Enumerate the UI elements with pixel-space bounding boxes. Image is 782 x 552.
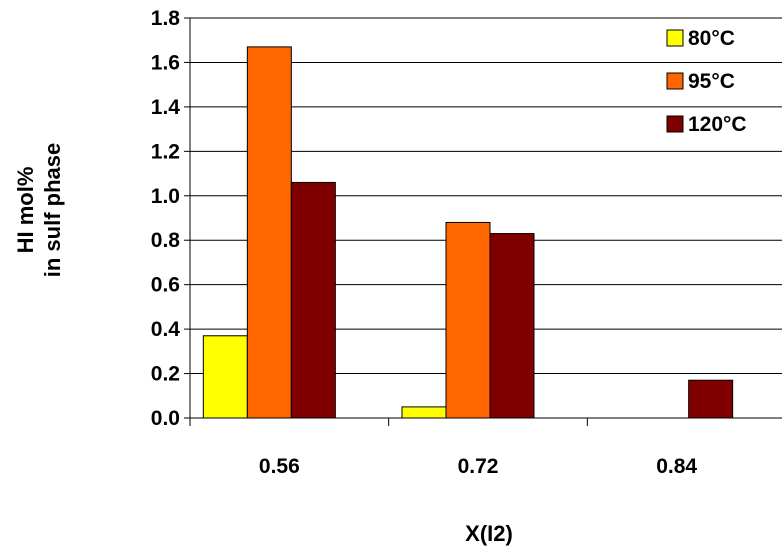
y-tick-label: 1.0 (151, 185, 180, 208)
legend-label: 80°C (688, 27, 735, 50)
y-tick-label: 1.8 (151, 7, 181, 30)
y-tick-labels: 0.0 0.2 0.4 0.6 0.8 1.0 1.2 1.4 1.6 1.8 (151, 7, 181, 430)
legend-swatch (666, 29, 684, 47)
y-tick-label: 1.6 (151, 51, 180, 74)
bar-120C-0.72 (489, 233, 535, 419)
bar-80C-0.56 (202, 335, 248, 419)
bar-95C-0.72 (445, 221, 491, 419)
bars (202, 46, 734, 419)
y-tick-label: 0.8 (151, 229, 181, 252)
x-axis-title: X(I2) (465, 521, 513, 546)
legend-label: 95°C (688, 70, 735, 93)
y-tick-label: 1.4 (151, 96, 181, 119)
bar-120C-0.84 (688, 379, 734, 419)
x-tick-label: 0.84 (656, 455, 697, 478)
y-tick-label: 0.4 (151, 318, 181, 341)
bar-120C-0.56 (290, 181, 336, 419)
y-axis-title-line-2: in sulf phase (40, 143, 65, 277)
legend-swatch (666, 115, 684, 133)
legend-swatch (666, 72, 684, 90)
bar-95C-0.56 (246, 46, 292, 419)
x-tick-label: 0.72 (458, 455, 499, 478)
y-axis-title-line-1: HI mol% (13, 167, 38, 254)
axes (184, 17, 782, 426)
x-tick-labels: 0.56 0.72 0.84 (259, 455, 698, 478)
y-tick-label: 0.0 (151, 407, 180, 430)
y-tick-label: 0.6 (151, 274, 180, 297)
y-tick-label: 0.2 (151, 363, 180, 386)
legend: 80°C 95°C 120°C (666, 27, 747, 136)
legend-label: 120°C (688, 113, 747, 136)
x-tick-label: 0.56 (259, 455, 300, 478)
bar-80C-0.72 (401, 406, 447, 419)
y-tick-label: 1.2 (151, 140, 180, 163)
